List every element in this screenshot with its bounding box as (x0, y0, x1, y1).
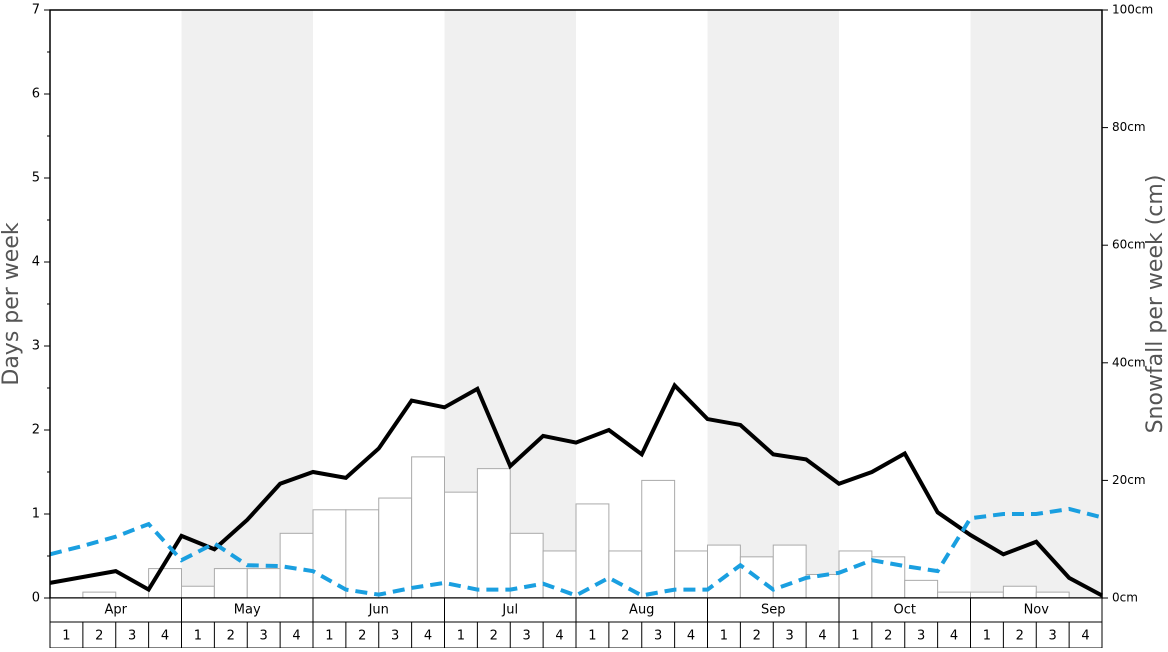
bar (904, 579, 939, 599)
bar (476, 468, 511, 599)
week-label: 2 (1016, 629, 1024, 644)
month-label: Sep (761, 603, 786, 618)
bar (1002, 585, 1037, 599)
y-tick-label: 2 (32, 423, 40, 438)
y-tick-label: 1 (32, 507, 40, 522)
week-label: 4 (161, 629, 169, 644)
bar (707, 544, 741, 599)
month-band (181, 10, 313, 598)
bar (805, 573, 840, 599)
month-band (707, 10, 839, 598)
month-label: Jul (501, 603, 518, 618)
bar (345, 509, 380, 599)
week-label: 3 (391, 629, 399, 644)
week-label: 3 (786, 629, 794, 644)
y2-tick-label: 60cm (1112, 238, 1146, 252)
month-label: Nov (1024, 603, 1050, 618)
bar (411, 456, 445, 599)
week-label: 3 (128, 629, 136, 644)
week-label: 3 (917, 629, 925, 644)
week-label: 2 (884, 629, 892, 644)
week-label: 2 (490, 629, 498, 644)
y-axis-title: Days per week (0, 222, 24, 385)
week-label: 1 (851, 629, 859, 644)
week-label: 4 (555, 629, 563, 644)
bar (772, 544, 807, 599)
week-label: 1 (457, 629, 465, 644)
bar (312, 509, 347, 599)
week-label: 1 (194, 629, 202, 644)
y-tick-label: 5 (32, 171, 40, 186)
bar (82, 591, 117, 599)
y-tick-label: 3 (32, 339, 40, 354)
week-label: 2 (95, 629, 103, 644)
bar (1035, 591, 1070, 599)
bar (838, 550, 873, 599)
month-label: Apr (105, 603, 128, 618)
month-label: May (234, 603, 261, 618)
y2-axis-title: Snowfall per week (cm) (1143, 175, 1168, 434)
y2-tick-label: 20cm (1112, 473, 1146, 487)
month-label: Aug (629, 603, 654, 618)
y-tick-label: 6 (32, 87, 40, 102)
week-label: 2 (753, 629, 761, 644)
week-label: 1 (325, 629, 333, 644)
week-label: 1 (983, 629, 991, 644)
y-tick-label: 0 (32, 591, 40, 606)
month-label: Jun (368, 603, 389, 618)
week-label: 1 (588, 629, 596, 644)
week-label: 3 (523, 629, 531, 644)
week-label: 3 (654, 629, 662, 644)
bar (378, 497, 413, 599)
week-label: 4 (687, 629, 695, 644)
week-label: 2 (621, 629, 629, 644)
y2-tick-label: 100cm (1112, 3, 1153, 17)
week-label: 3 (1049, 629, 1057, 644)
week-label: 4 (950, 629, 958, 644)
y2-tick-label: 40cm (1112, 355, 1146, 369)
week-label: 1 (62, 629, 70, 644)
bar (213, 568, 248, 599)
y2-tick-label: 80cm (1112, 120, 1146, 134)
bar (181, 585, 215, 599)
week-label: 2 (358, 629, 366, 644)
y2-tick-label: 0cm (1112, 591, 1138, 605)
bar (937, 591, 971, 599)
bar (575, 503, 610, 599)
bar (641, 479, 676, 599)
bar (542, 550, 577, 599)
week-label: 4 (818, 629, 826, 644)
month-band (970, 10, 1102, 598)
week-label: 1 (720, 629, 728, 644)
y-tick-label: 7 (32, 3, 40, 18)
line (49, 382, 1103, 598)
week-label: 4 (424, 629, 432, 644)
week-label: 4 (1081, 629, 1089, 644)
week-label: 2 (227, 629, 235, 644)
bar (246, 568, 281, 599)
y-tick-label: 4 (32, 255, 40, 270)
week-label: 3 (260, 629, 268, 644)
month-label: Oct (894, 603, 916, 618)
bar (970, 591, 1004, 599)
week-label: 4 (292, 629, 300, 644)
